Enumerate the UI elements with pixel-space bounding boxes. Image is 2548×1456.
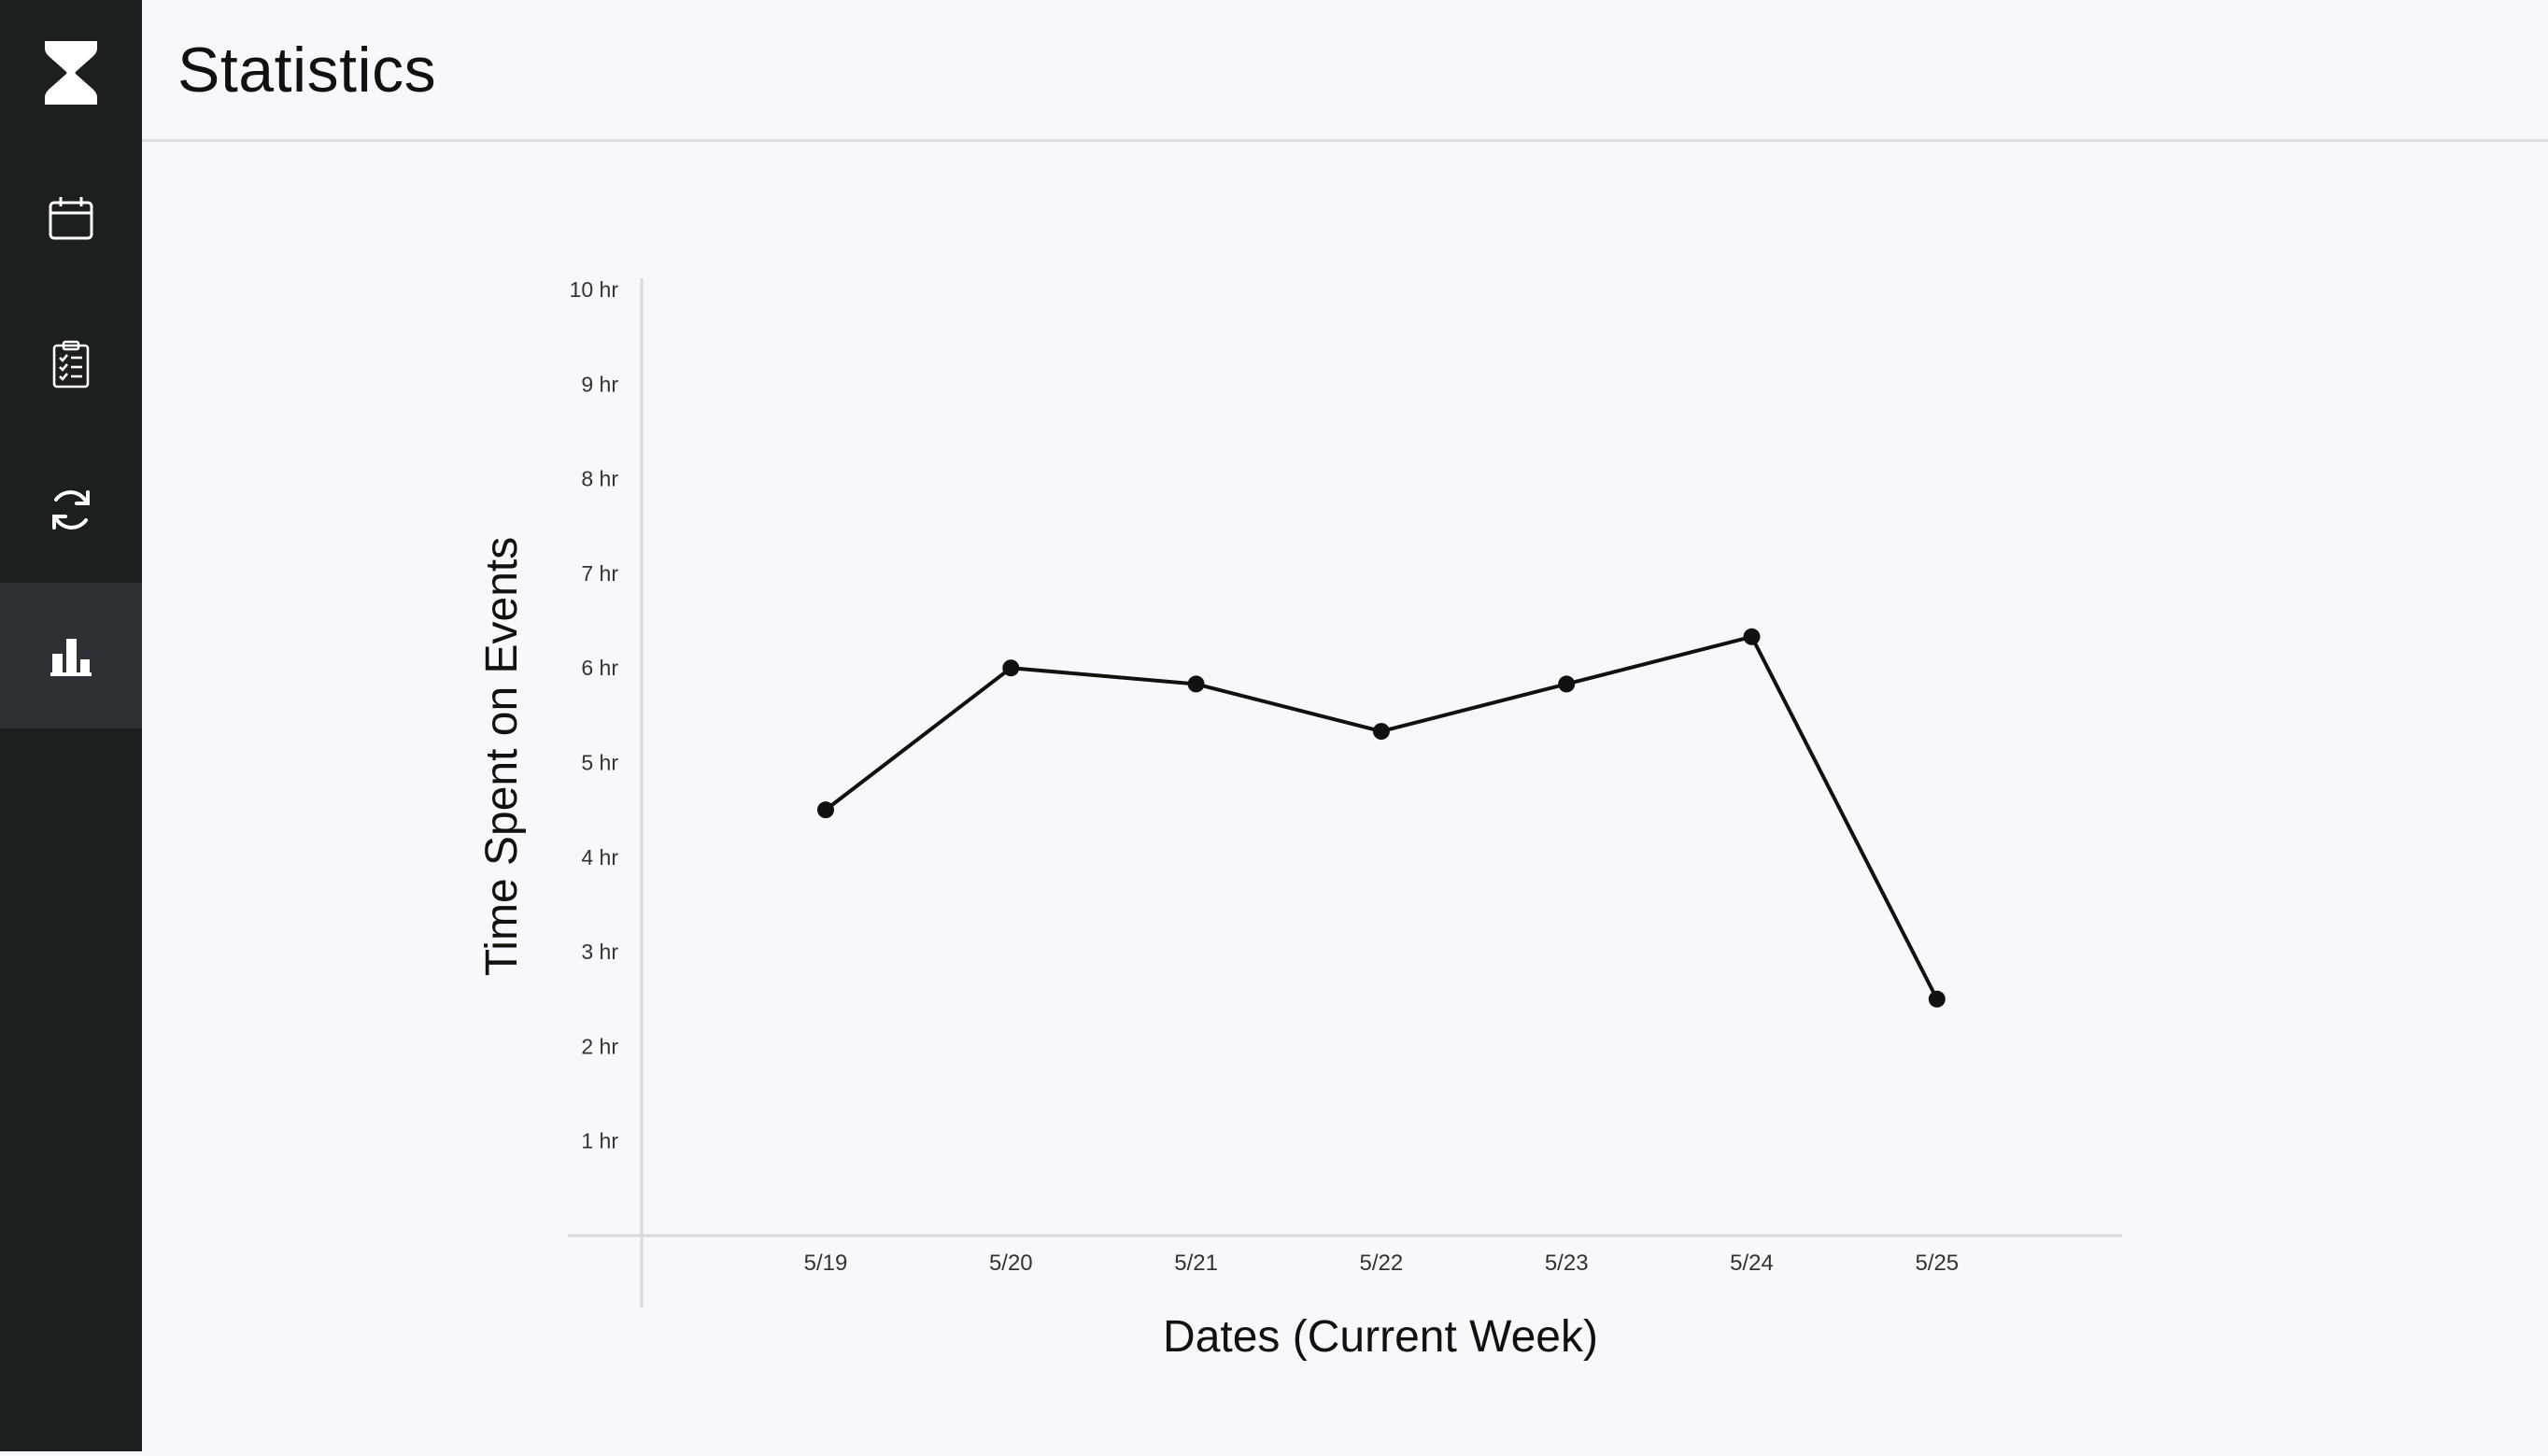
- data-point: [1002, 659, 1020, 677]
- refresh-icon: [52, 490, 90, 530]
- x-tick-label: 5/21: [1174, 1251, 1218, 1276]
- bar-chart-icon: [50, 639, 92, 676]
- x-tick-label: 5/25: [1915, 1251, 1959, 1276]
- y-axis-title: Time Spent on Events: [477, 537, 527, 976]
- y-tick-label: 4 hr: [581, 845, 618, 869]
- y-tick-label: 7 hr: [581, 561, 618, 586]
- data-point: [1558, 675, 1576, 693]
- y-tick-label: 5 hr: [581, 751, 618, 775]
- x-axis-title: Dates (Current Week): [1163, 1312, 1598, 1362]
- y-tick-label: 6 hr: [581, 656, 618, 680]
- calendar-icon: [49, 197, 93, 240]
- sidebar: [0, 0, 142, 1451]
- clipboard-checklist-icon: [52, 340, 90, 389]
- page-title: Statistics: [177, 35, 437, 106]
- y-tick-label: 3 hr: [581, 940, 618, 964]
- y-tick-label: 2 hr: [581, 1034, 618, 1058]
- data-point: [1743, 628, 1761, 645]
- nav-tasks[interactable]: [0, 291, 142, 437]
- data-point: [1187, 675, 1205, 693]
- y-tick-label: 1 hr: [581, 1129, 618, 1153]
- data-point: [1372, 723, 1390, 741]
- x-tick-label: 5/20: [989, 1251, 1033, 1276]
- nav-calendar[interactable]: [0, 146, 142, 291]
- data-point: [1928, 990, 1946, 1008]
- nav-recurring[interactable]: [0, 437, 142, 583]
- nav-statistics[interactable]: [0, 583, 142, 728]
- y-tick-label: 9 hr: [581, 372, 618, 396]
- x-tick-label: 5/24: [1730, 1251, 1774, 1276]
- series-line: [824, 634, 1939, 1000]
- x-tick-label: 5/23: [1545, 1251, 1589, 1276]
- hourglass-logo-icon: [45, 41, 97, 105]
- x-tick-label: 5/22: [1360, 1251, 1404, 1276]
- y-tick-label: 10 hr: [570, 277, 619, 302]
- y-tick-label: 8 hr: [581, 467, 618, 491]
- page-header: Statistics: [142, 0, 2548, 142]
- data-point: [817, 801, 834, 819]
- x-tick-label: 5/19: [804, 1251, 848, 1276]
- app-logo[interactable]: [0, 0, 142, 146]
